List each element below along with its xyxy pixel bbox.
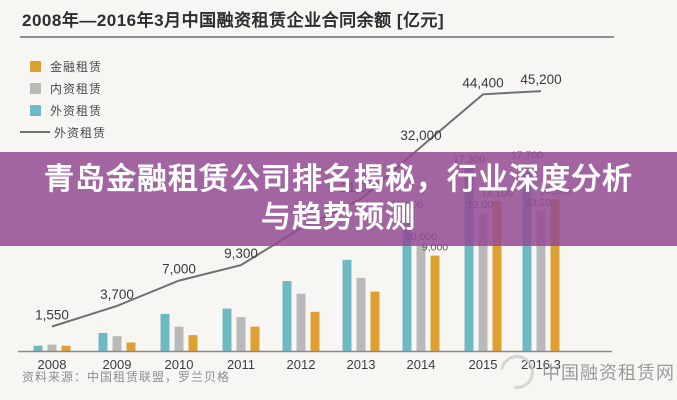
legend-item-financial: 金融租赁 [30, 55, 106, 77]
legend-swatch-icon [30, 60, 41, 72]
bar-2010-2 [188, 335, 198, 351]
legend-swatch-icon [30, 104, 41, 116]
bar-2010-0 [160, 313, 170, 351]
bar-2009-2 [126, 342, 136, 351]
legend-item-total-line: 外资租赁 [20, 121, 107, 143]
source-note: 资料来源：中国租赁联盟，罗兰贝格 [22, 370, 231, 384]
bar-2015-2 [492, 201, 502, 351]
headline-banner: 青岛金融租赁公司排名揭秘，行业深度分析 与趋势预测 [0, 152, 677, 246]
svg-text:2011: 2011 [227, 357, 255, 372]
svg-text:3,700: 3,700 [100, 287, 134, 302]
legend-item-domestic: 内资租赁 [30, 77, 106, 99]
legend-item-foreign: 外资租赁 [30, 99, 106, 121]
watermark-logo-icon [493, 348, 541, 396]
svg-text:32,000: 32,000 [400, 128, 441, 143]
bar-2008-2 [61, 345, 71, 351]
bar-2010-1 [174, 326, 184, 351]
bar-2016.3-2 [550, 199, 560, 351]
chart-title: 2008年—2016年3月中国融资租赁企业合同余额 [亿元] [22, 11, 445, 30]
legend-line-icon [20, 131, 50, 133]
watermark-text: 中国融资租赁网 [542, 363, 675, 383]
title-divider [20, 36, 614, 38]
bar-2008-0 [33, 345, 43, 351]
headline-line-2: 与趋势预测 [261, 201, 416, 234]
bar-2011-2 [250, 326, 260, 351]
chart-legend: 金融租赁 内资租赁 外资租赁 外资租赁 [20, 55, 107, 143]
svg-text:2016.3: 2016.3 [521, 357, 561, 372]
svg-text:2008: 2008 [38, 357, 67, 372]
svg-text:2014: 2014 [407, 357, 436, 372]
bar-2015-0 [464, 167, 474, 351]
svg-text:1,550: 1,550 [35, 307, 69, 322]
bar-2012-1 [296, 293, 306, 351]
svg-text:45,200: 45,200 [520, 72, 561, 87]
bar-2009-0 [98, 332, 108, 351]
svg-text:2015: 2015 [469, 357, 498, 372]
legend-item-label: 内资租赁 [50, 81, 103, 96]
watermark: 中国融资租赁网 [493, 348, 675, 396]
bar-2014-0 [402, 213, 412, 351]
bar-2011-0 [222, 308, 232, 351]
bar-2013-0 [342, 259, 352, 351]
legend-item-label: 外资租赁 [54, 125, 107, 140]
bar-2013-2 [370, 291, 380, 351]
svg-text:2013: 2013 [347, 357, 376, 372]
bar-2011-1 [236, 317, 246, 351]
bar-2009-1 [112, 336, 122, 351]
bar-2008-1 [47, 344, 57, 351]
bar-2014-2 [430, 255, 440, 351]
bar-2016.3-0 [522, 163, 532, 351]
svg-text:9,300: 9,300 [224, 246, 258, 261]
bar-2013-1 [356, 277, 366, 351]
legend-swatch-icon [30, 82, 41, 94]
svg-text:7,000: 7,000 [162, 262, 196, 277]
svg-text:2010: 2010 [165, 357, 194, 372]
bar-2015-1 [478, 213, 488, 351]
svg-text:44,400: 44,400 [462, 75, 503, 90]
legend-item-label: 金融租赁 [50, 59, 103, 74]
svg-text:2012: 2012 [287, 357, 316, 372]
legend-item-label: 外资租赁 [50, 103, 103, 118]
bar-2012-0 [282, 281, 292, 351]
bar-2014-1 [416, 245, 426, 351]
headline-line-1: 青岛金融租赁公司排名揭秘，行业深度分析 [44, 163, 633, 196]
bar-2016.3-1 [536, 211, 546, 351]
svg-text:2009: 2009 [103, 357, 132, 372]
bar-2012-2 [310, 311, 320, 351]
